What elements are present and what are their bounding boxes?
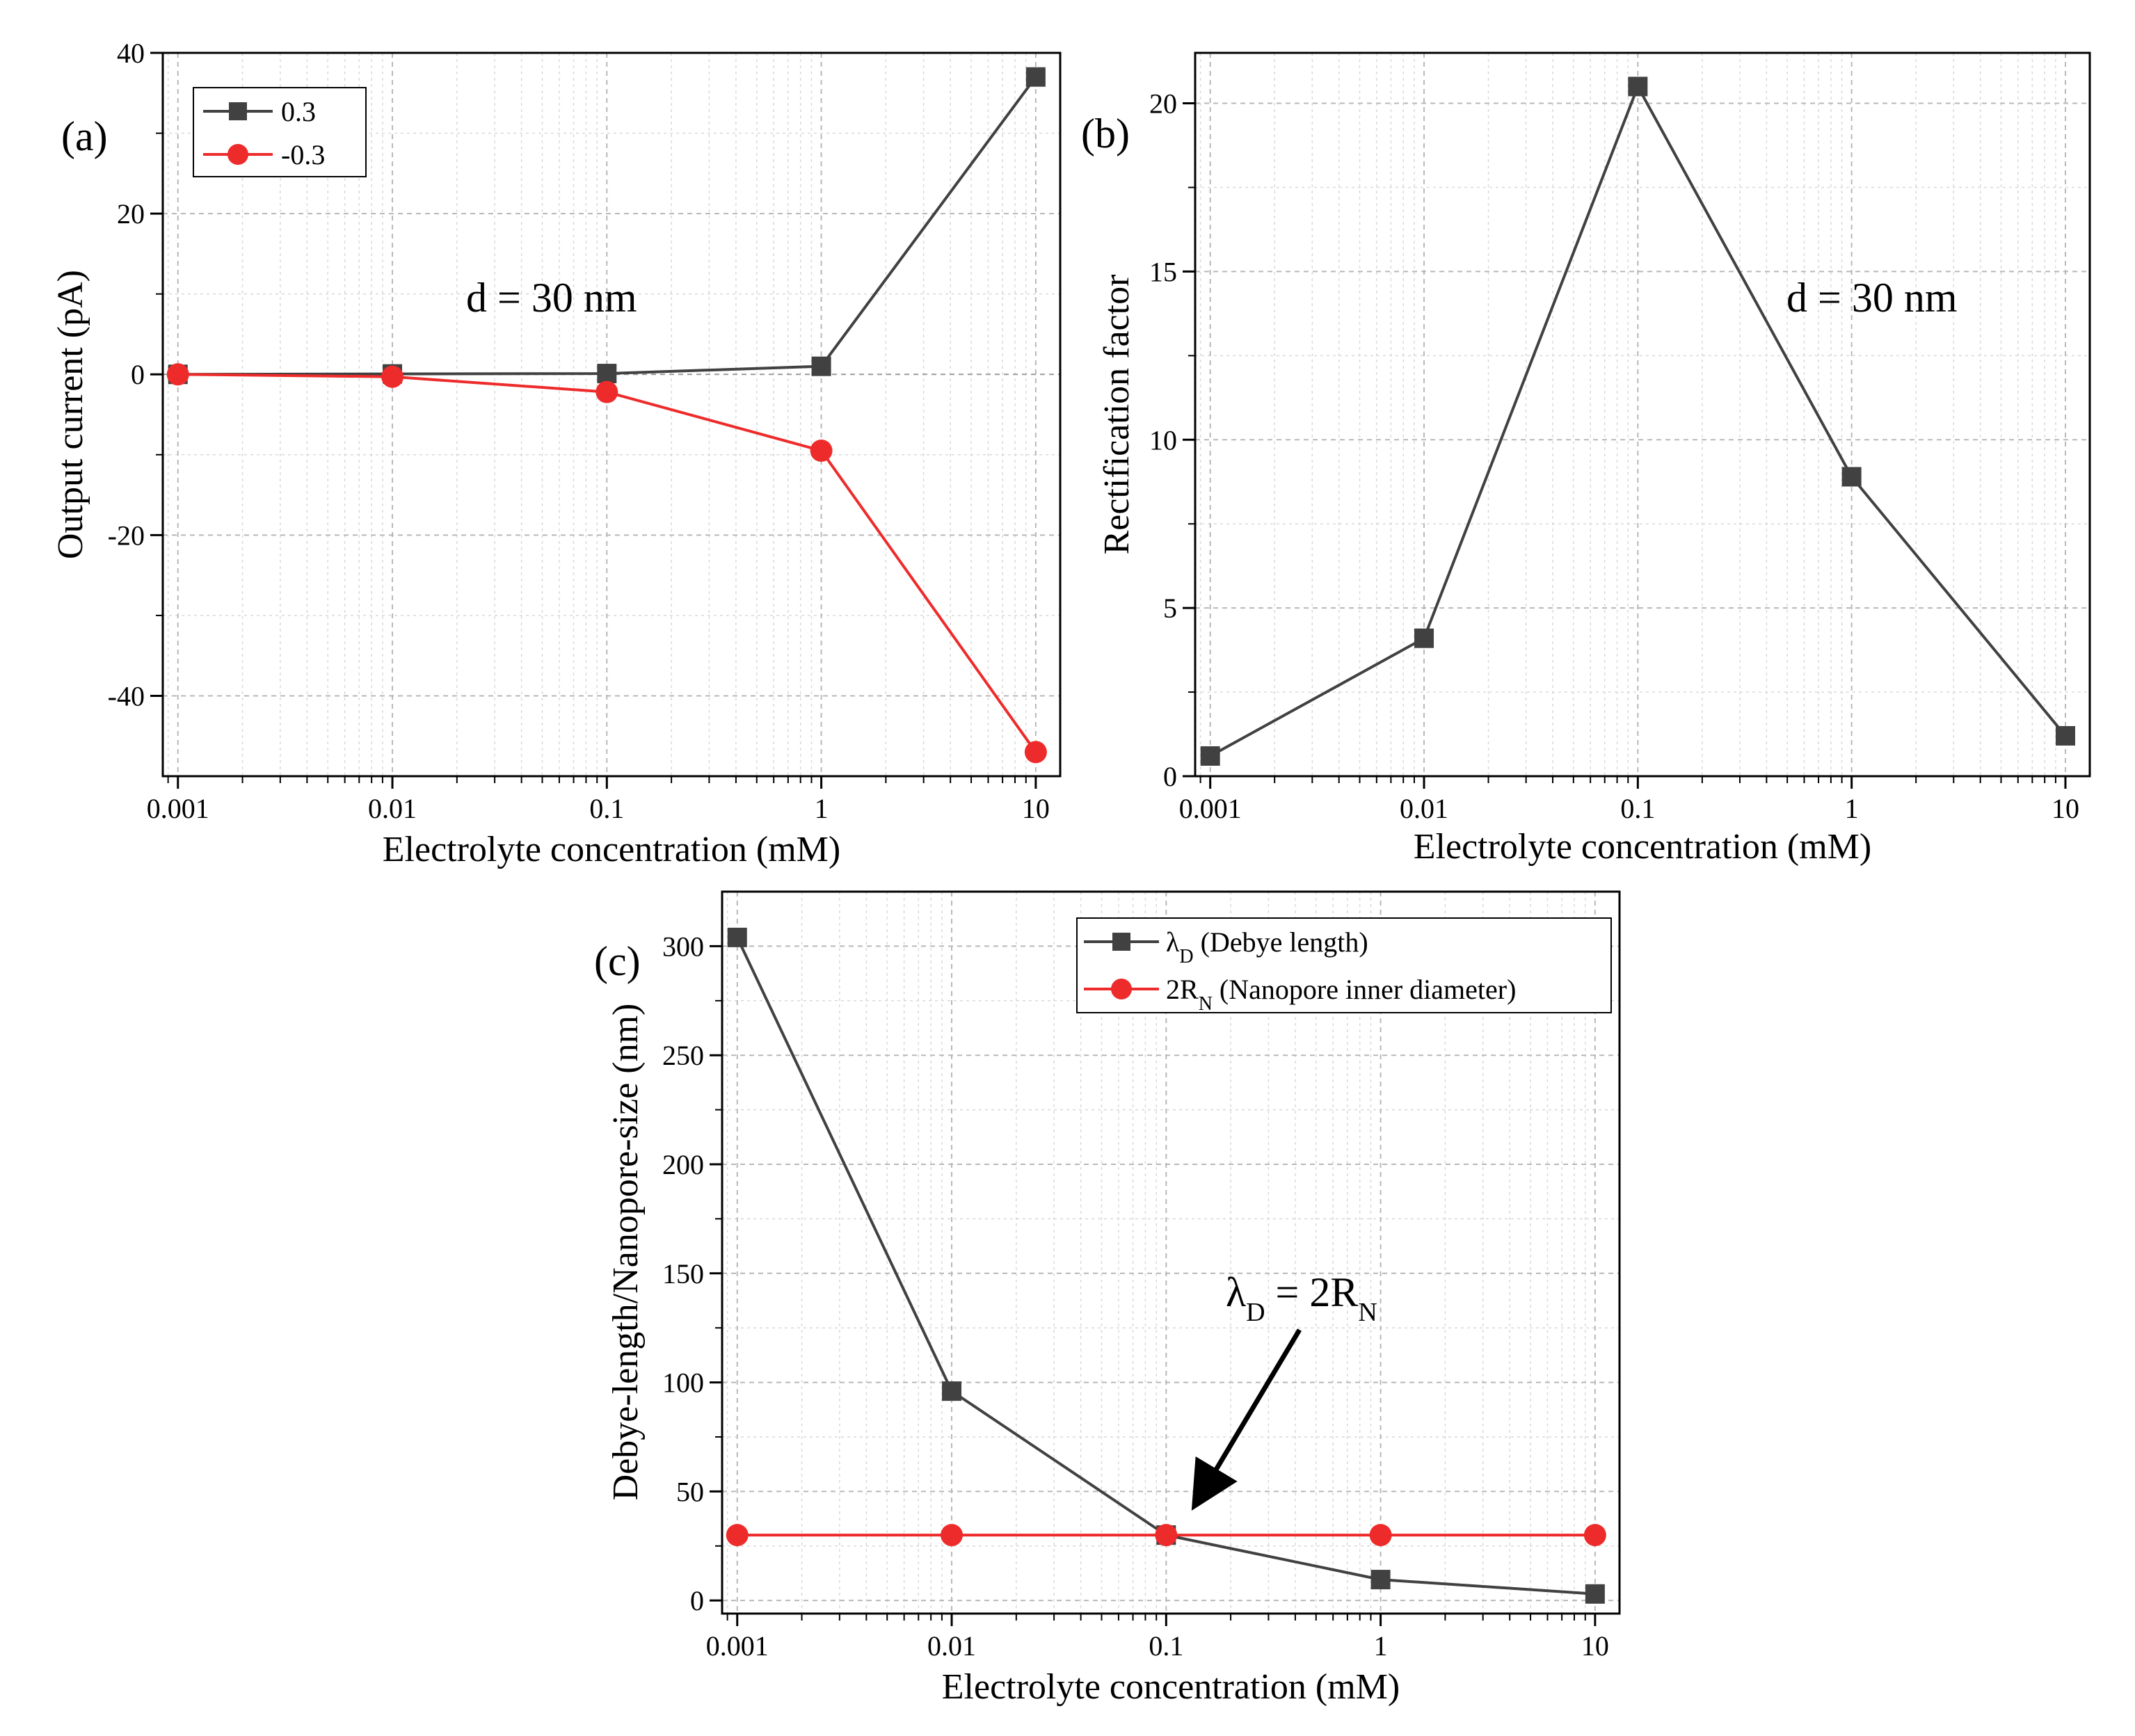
y-tick-label: 0 bbox=[690, 1585, 704, 1616]
panel-a-ticks: 0.001 0.01 0.1 1 10 40 20 0 -20 -40 bbox=[108, 38, 1050, 824]
x-tick-label: 0.001 bbox=[1179, 793, 1242, 824]
panel-b-y-axis-label: Rectification factor bbox=[1097, 275, 1137, 555]
panel-a: 0.001 0.01 0.1 1 10 40 20 0 -20 -40 (a) d = 30 nm… bbox=[51, 38, 1062, 869]
panel-a-x-axis-label: Electrolyte concentration (mM) bbox=[383, 830, 840, 869]
data-point-circle bbox=[166, 363, 189, 386]
panel-c-plot-frame bbox=[721, 890, 1621, 1615]
legend-marker-circle bbox=[227, 144, 248, 165]
panel-b-label: (b) bbox=[1081, 111, 1130, 156]
x-tick-label: 0.001 bbox=[147, 793, 209, 824]
y-tick-label: 15 bbox=[1149, 256, 1177, 287]
y-tick-label: 0 bbox=[1163, 761, 1177, 792]
panel-a-legend: 0.3 -0.3 bbox=[193, 87, 367, 177]
data-point-circle bbox=[595, 380, 618, 403]
y-tick-label: 20 bbox=[117, 198, 145, 230]
panel-a-legend-box bbox=[193, 87, 367, 177]
y-tick-label: -20 bbox=[108, 520, 145, 551]
y-tick-label: 0 bbox=[131, 359, 145, 390]
y-tick-label: 40 bbox=[117, 38, 145, 69]
panel-c-annotation: λD = 2RN bbox=[1226, 1269, 1377, 1327]
y-tick-label: 50 bbox=[676, 1476, 704, 1507]
x-tick-label: 0.01 bbox=[927, 1630, 976, 1662]
panel-a-y-axis-label: Output current (pA) bbox=[51, 270, 90, 559]
data-point-square bbox=[1841, 467, 1862, 487]
panel-a-grid bbox=[163, 52, 1060, 776]
data-point-circle bbox=[1024, 741, 1047, 764]
data-point-circle bbox=[1583, 1524, 1606, 1547]
data-point-square bbox=[942, 1381, 962, 1401]
y-tick-label: 250 bbox=[662, 1040, 704, 1071]
legend-marker-circle bbox=[1111, 979, 1132, 999]
data-point-square bbox=[811, 356, 831, 376]
y-tick-label: 100 bbox=[662, 1367, 704, 1399]
legend-label-nanopore-diameter: 2RN (Nanopore inner diameter) bbox=[1166, 974, 1516, 1015]
data-point-square bbox=[2055, 725, 2075, 746]
legend-marker-square bbox=[1112, 933, 1130, 951]
x-tick-label: 0.01 bbox=[1400, 793, 1448, 824]
panel-a-plot-frame bbox=[161, 51, 1062, 778]
x-tick-label: 0.1 bbox=[589, 793, 624, 824]
panel-b-series bbox=[1200, 77, 2075, 766]
panel-b-x-axis-label: Electrolyte concentration (mM) bbox=[1414, 827, 1871, 867]
data-point-square bbox=[1025, 67, 1046, 87]
data-point-circle bbox=[1155, 1524, 1178, 1547]
data-point-square bbox=[597, 364, 617, 384]
panel-c-x-axis-label: Electrolyte concentration (mM) bbox=[942, 1667, 1400, 1707]
panel-c-annotation-arrow bbox=[1191, 1328, 1302, 1511]
data-point-circle bbox=[941, 1524, 963, 1547]
panel-c-legend-box bbox=[1076, 917, 1612, 1013]
data-point-circle bbox=[1369, 1524, 1392, 1547]
y-tick-label: 200 bbox=[662, 1149, 704, 1180]
panel-b-grid bbox=[1195, 53, 2090, 777]
data-point-circle bbox=[381, 365, 404, 388]
x-tick-label: 0.01 bbox=[368, 793, 417, 824]
data-point-square bbox=[727, 927, 747, 947]
panel-c-series bbox=[726, 927, 1606, 1604]
y-tick-label: 10 bbox=[1149, 424, 1177, 456]
y-tick-label: 300 bbox=[662, 931, 704, 962]
panel-b-plot-frame bbox=[1194, 51, 2091, 778]
panel-c-y-axis-label: Debye-length/Nanopore-size (nm) bbox=[606, 1004, 646, 1501]
panel-b-ticks: 0.001 0.01 0.1 1 10 0 5 10 15 20 bbox=[1149, 88, 2079, 824]
data-point-square bbox=[1200, 746, 1220, 766]
legend-label-neg-0-3: -0.3 bbox=[281, 139, 325, 170]
y-tick-label: 20 bbox=[1149, 88, 1177, 120]
y-tick-label: 150 bbox=[662, 1258, 704, 1289]
data-point-square bbox=[1585, 1584, 1605, 1604]
x-tick-label: 0.001 bbox=[706, 1630, 769, 1662]
x-tick-label: 0.1 bbox=[1149, 1630, 1183, 1662]
panel-a-annotation: d = 30 nm bbox=[466, 275, 637, 321]
panel-c-label: (c) bbox=[594, 938, 641, 984]
data-point-circle bbox=[810, 440, 833, 462]
y-tick-label: -40 bbox=[108, 680, 145, 712]
legend-label-debye-length: λD (Debye length) bbox=[1166, 926, 1368, 967]
panel-c-legend: λD (Debye length) 2RN (Nanopore inner di… bbox=[1076, 917, 1612, 1015]
data-point-square bbox=[1370, 1570, 1391, 1590]
x-tick-label: 1 bbox=[1845, 793, 1859, 824]
data-point-square bbox=[1628, 77, 1648, 97]
panel-a-label: (a) bbox=[61, 113, 108, 159]
x-tick-label: 0.1 bbox=[1620, 793, 1655, 824]
x-tick-label: 10 bbox=[1581, 1630, 1609, 1662]
x-tick-label: 1 bbox=[815, 793, 829, 824]
panel-b-annotation: d = 30 nm bbox=[1786, 275, 1958, 321]
x-tick-label: 10 bbox=[2052, 793, 2079, 824]
panel-a-series bbox=[166, 67, 1047, 764]
x-tick-label: 10 bbox=[1022, 793, 1050, 824]
legend-marker-square bbox=[229, 102, 247, 120]
y-tick-label: 5 bbox=[1163, 593, 1177, 624]
legend-label-0-3: 0.3 bbox=[281, 96, 316, 127]
data-point-circle bbox=[726, 1524, 749, 1547]
x-tick-label: 1 bbox=[1374, 1630, 1388, 1662]
data-point-square bbox=[1414, 628, 1434, 648]
panel-b: 0.001 0.01 0.1 1 10 0 5 10 15 20 (b) d = 30 nm El… bbox=[1081, 51, 2091, 867]
